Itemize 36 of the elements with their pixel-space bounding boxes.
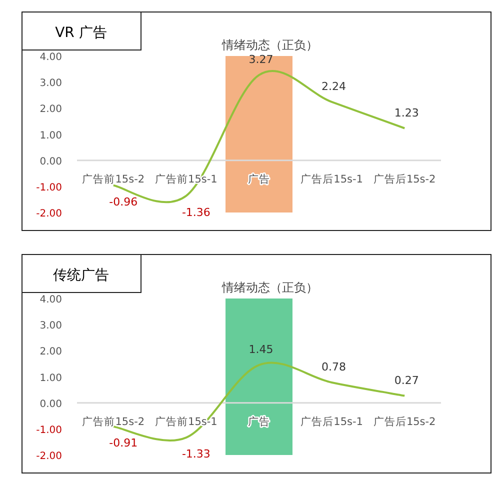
- y-tick-label: -1.00: [36, 424, 62, 436]
- data-label: -0.91: [109, 436, 138, 450]
- y-tick-label: 4.00: [40, 294, 62, 306]
- y-tick-label: -1.00: [36, 182, 62, 194]
- y-tick-label: 1.00: [40, 372, 62, 384]
- data-label: 2.24: [322, 80, 346, 93]
- y-tick-label: 0.00: [40, 156, 62, 168]
- chart-subtitle: 情绪动态（正负）: [221, 280, 318, 294]
- data-label: 1.23: [394, 106, 419, 120]
- x-tick-label: 广告后15s-1: [300, 172, 363, 186]
- y-tick-label: 1.00: [40, 130, 62, 142]
- chart-title: VR 广告: [55, 25, 107, 41]
- chart-subtitle: 情绪动态（正负）: [221, 38, 318, 52]
- y-tick-label: -2.00: [36, 451, 62, 462]
- x-tick-label: 广告: [248, 414, 270, 428]
- y-tick-label: -2.00: [36, 208, 62, 220]
- x-tick-label: 广告: [248, 172, 270, 186]
- y-tick-label: 2.00: [40, 346, 62, 358]
- x-tick-label: 广告后15s-2: [373, 414, 436, 428]
- y-tick-label: 3.00: [40, 78, 62, 90]
- y-tick-label: 0.00: [40, 398, 62, 410]
- data-label: -1.33: [182, 448, 210, 461]
- data-label: -1.36: [182, 206, 210, 219]
- y-tick-label: 3.00: [40, 320, 62, 332]
- x-tick-label: 广告后15s-1: [300, 414, 363, 428]
- data-label: 0.27: [394, 374, 419, 387]
- data-label: 3.27: [248, 53, 274, 66]
- x-tick-label: 广告后15s-2: [373, 172, 436, 186]
- x-tick-label: 广告前15s-2: [82, 414, 145, 428]
- x-tick-label: 广告前15s-2: [82, 172, 145, 186]
- y-tick-label: 4.00: [40, 52, 62, 63]
- chart-title: 传统广告: [53, 268, 109, 284]
- data-label: 1.45: [248, 343, 274, 356]
- y-tick-label: 2.00: [40, 104, 62, 116]
- data-label: 0.78: [322, 360, 346, 374]
- data-label: -0.96: [109, 195, 138, 208]
